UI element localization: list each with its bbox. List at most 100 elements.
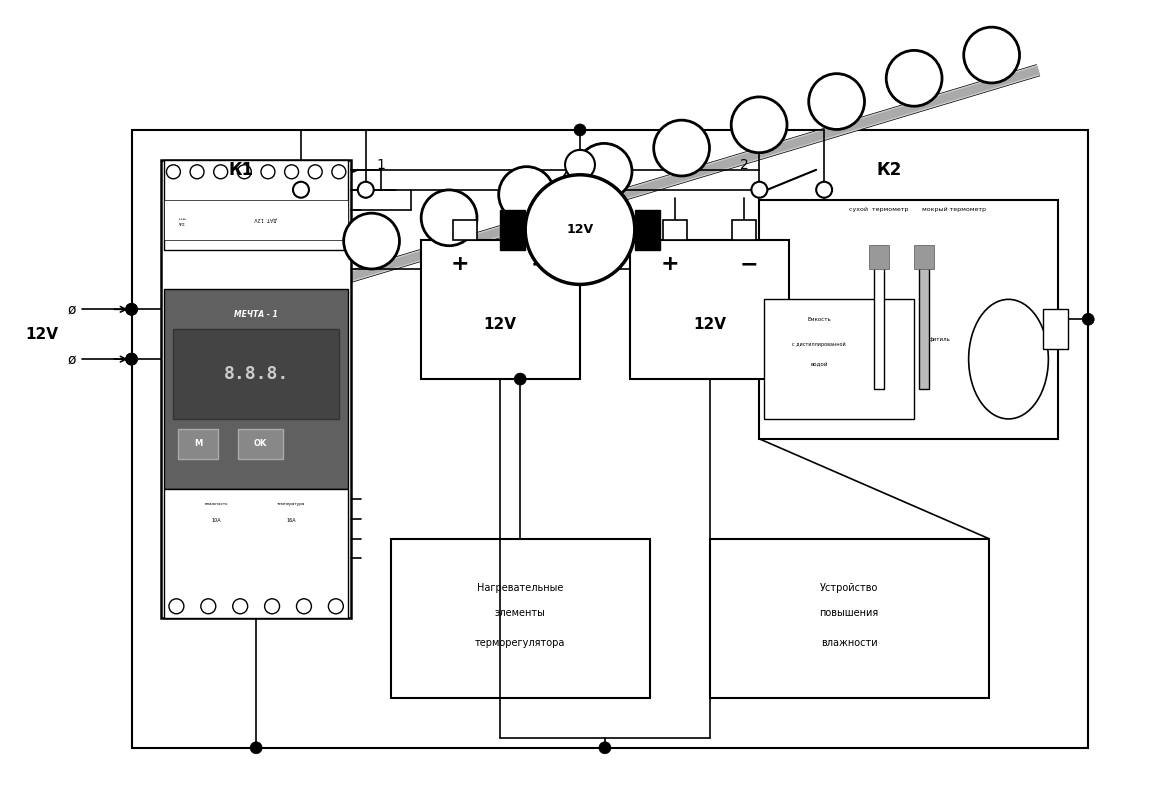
Bar [500, 209, 525, 249]
Circle shape [357, 181, 374, 197]
Text: К1: К1 [229, 161, 254, 179]
Text: К2: К2 [876, 161, 901, 179]
Circle shape [817, 181, 832, 197]
Circle shape [1082, 313, 1094, 325]
Text: +: + [660, 254, 679, 275]
Text: 10A
тттт: 10A тттт [177, 215, 186, 224]
Circle shape [201, 598, 216, 614]
Text: 12V: 12V [566, 223, 594, 236]
Circle shape [125, 304, 138, 316]
Circle shape [328, 598, 343, 614]
Circle shape [166, 165, 181, 179]
Circle shape [264, 598, 280, 614]
Bar [165, 289, 348, 489]
Text: −: − [740, 254, 759, 275]
Text: 1: 1 [376, 158, 385, 172]
Bar [165, 200, 348, 240]
Bar [662, 220, 687, 240]
Bar [165, 489, 348, 618]
Circle shape [731, 97, 786, 153]
Circle shape [125, 304, 138, 316]
Text: сухой  термометр: сухой термометр [849, 207, 908, 213]
Text: элементы: элементы [495, 608, 545, 618]
Circle shape [752, 181, 768, 197]
Text: терморегулятора: терморегулятора [476, 638, 565, 648]
Bar [635, 209, 660, 249]
Text: влажности: влажности [821, 638, 877, 648]
Text: мокрый термометр: мокрый термометр [922, 207, 986, 213]
Bar [454, 220, 478, 240]
Text: OK: OK [254, 439, 267, 448]
Circle shape [309, 165, 322, 179]
Text: 10А: 10А [211, 518, 222, 523]
Bar [630, 240, 789, 379]
Text: температура: температура [277, 502, 305, 506]
Circle shape [332, 165, 346, 179]
Text: Устройство: Устройство [820, 583, 878, 594]
Circle shape [809, 74, 864, 129]
Circle shape [213, 165, 227, 179]
Bar [914, 244, 934, 269]
Circle shape [599, 741, 611, 753]
Bar [764, 300, 914, 419]
Text: Нагревательные: Нагревательные [477, 583, 564, 594]
Bar [173, 329, 339, 419]
Bar [732, 220, 756, 240]
Text: M: M [194, 439, 203, 448]
Text: ДАТ. 12V: ДАТ. 12V [255, 217, 277, 222]
Bar [873, 249, 884, 389]
Circle shape [125, 353, 138, 365]
Text: +: + [451, 254, 470, 275]
Bar [165, 160, 348, 249]
Text: водой: водой [811, 362, 828, 367]
Ellipse shape [969, 300, 1049, 419]
Circle shape [499, 167, 554, 222]
Bar [869, 244, 889, 269]
Bar [421, 240, 580, 379]
Text: 16А: 16А [287, 518, 296, 523]
Bar [1043, 309, 1068, 349]
Text: 12V: 12V [484, 316, 516, 332]
Circle shape [293, 181, 309, 197]
Circle shape [343, 213, 399, 269]
Circle shape [886, 50, 942, 106]
Circle shape [251, 741, 262, 753]
Bar [161, 160, 350, 618]
Text: 2: 2 [740, 158, 749, 172]
Circle shape [261, 165, 275, 179]
Text: ø: ø [67, 352, 77, 366]
Circle shape [233, 598, 247, 614]
Bar [131, 130, 1088, 748]
Text: 12V: 12V [693, 316, 726, 332]
Bar [919, 249, 929, 389]
Circle shape [421, 190, 477, 246]
Circle shape [190, 165, 204, 179]
Circle shape [297, 598, 311, 614]
Bar [179, 429, 218, 459]
Bar [523, 220, 548, 240]
Circle shape [514, 373, 527, 385]
Text: фитиль: фитиль [929, 336, 951, 342]
Circle shape [169, 598, 184, 614]
Text: ø: ø [67, 302, 77, 316]
Circle shape [574, 124, 586, 136]
Circle shape [964, 27, 1020, 83]
Text: влажность: влажность [204, 502, 229, 506]
Circle shape [238, 165, 252, 179]
Text: Емкость: Емкость [807, 316, 831, 322]
Bar [238, 429, 283, 459]
Circle shape [525, 175, 635, 284]
Text: МЕЧТА - 1: МЕЧТА - 1 [234, 310, 278, 319]
Circle shape [654, 120, 710, 176]
Text: −: − [531, 254, 550, 275]
Text: 8.8.8.: 8.8.8. [224, 365, 289, 383]
Text: с дистиллированной: с дистиллированной [792, 342, 846, 347]
Bar [391, 539, 650, 698]
Circle shape [565, 150, 595, 180]
Text: повышения: повышения [819, 608, 878, 618]
Circle shape [577, 143, 632, 199]
Text: 12V: 12V [26, 327, 58, 342]
Circle shape [125, 353, 138, 365]
Bar [710, 539, 988, 698]
Circle shape [284, 165, 298, 179]
